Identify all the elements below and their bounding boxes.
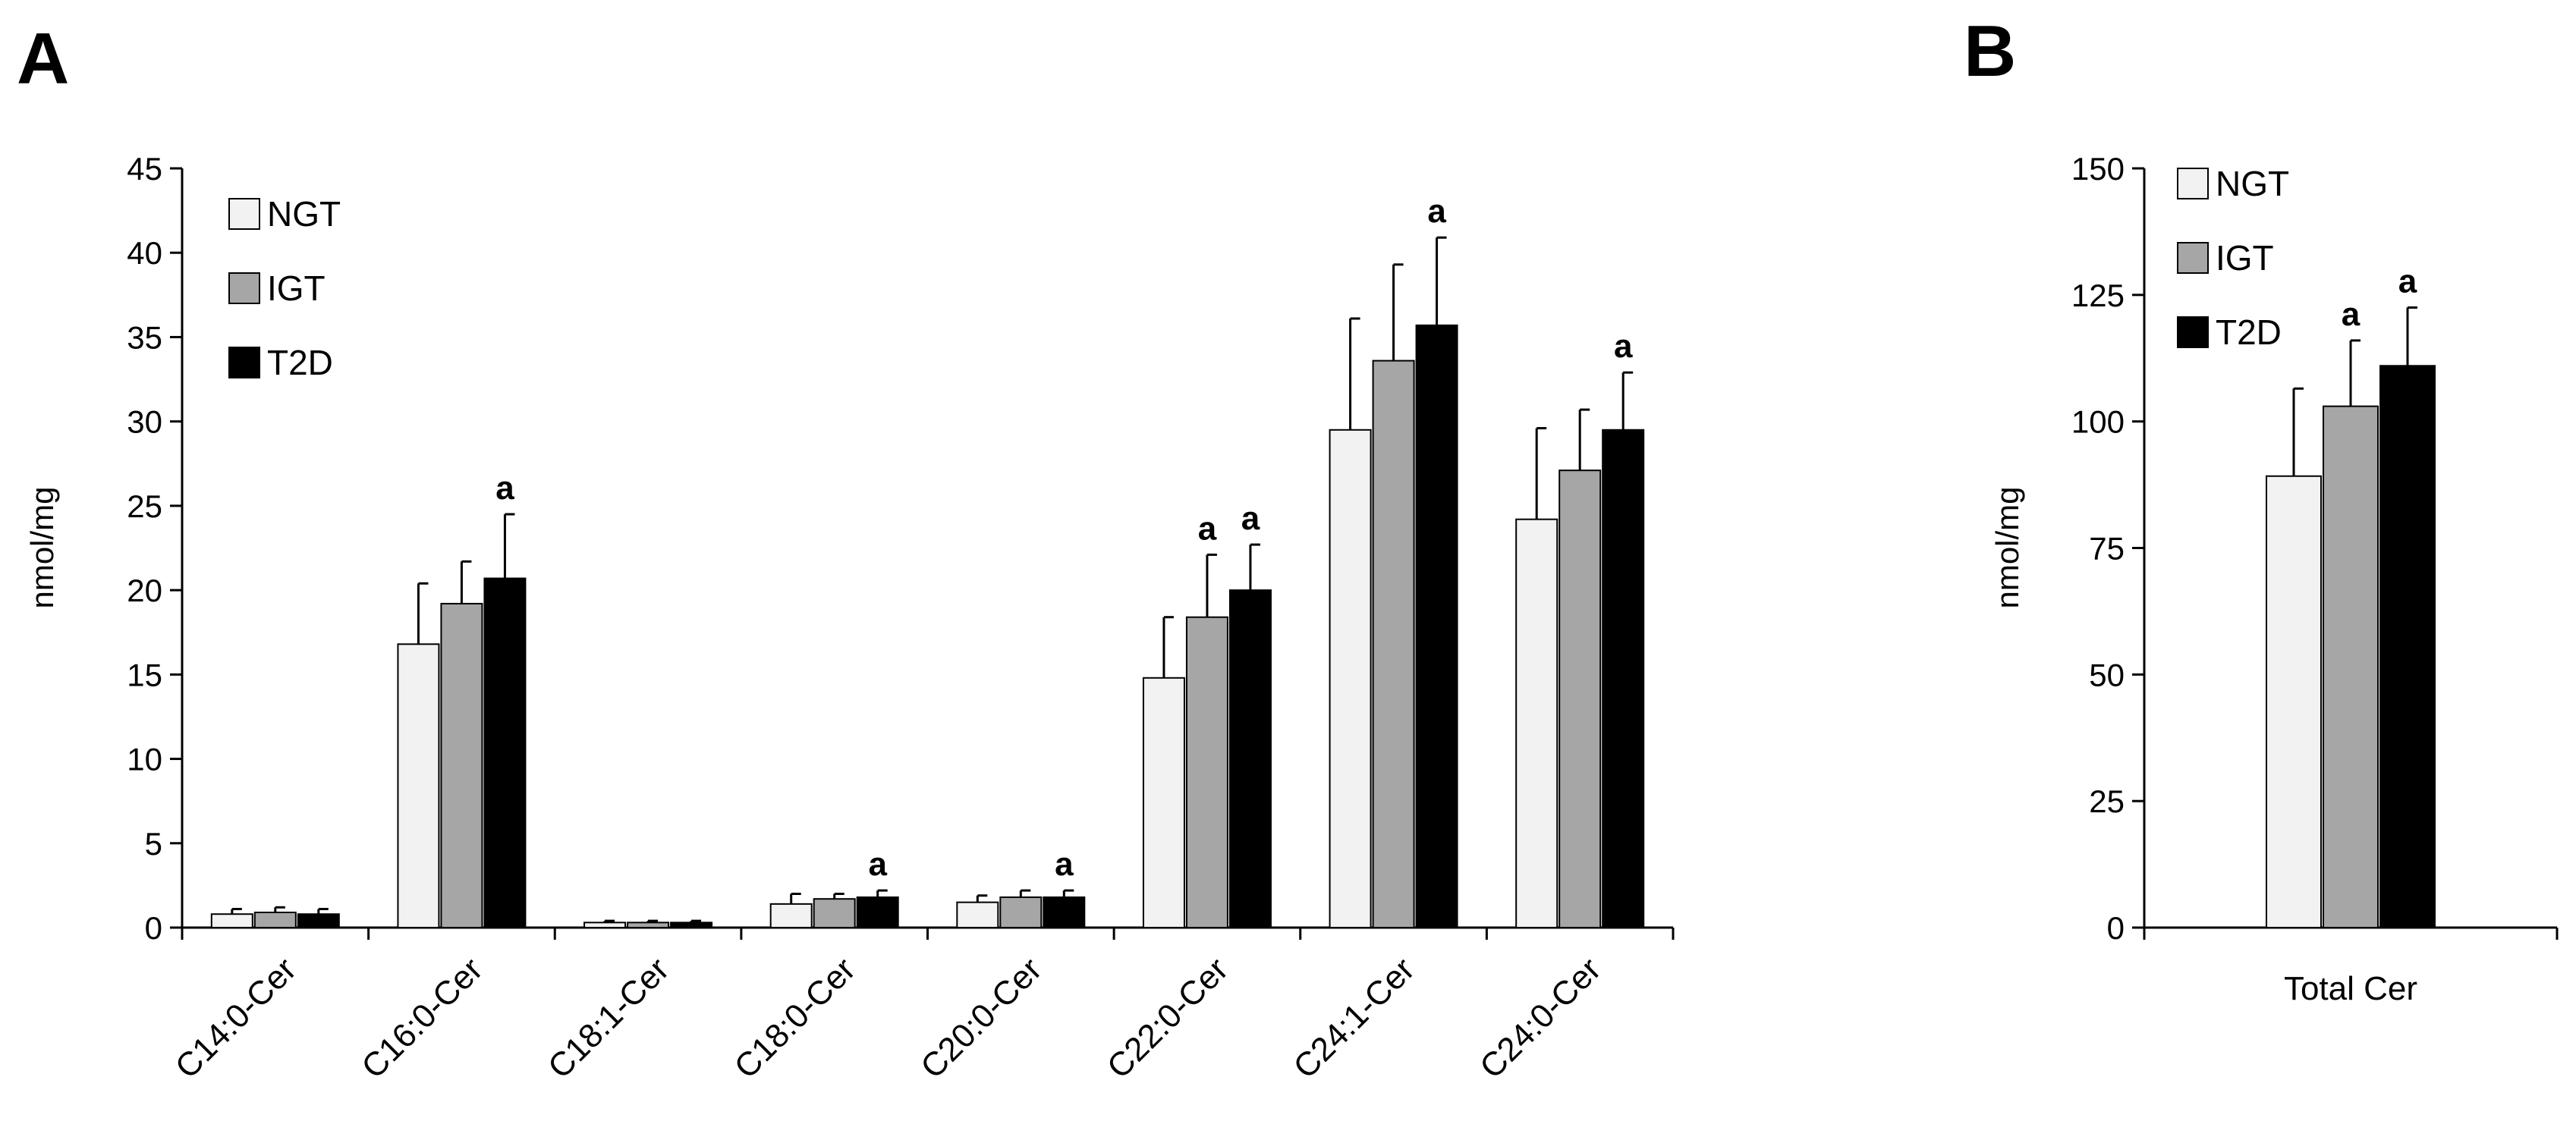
chart-a-significance-label: a <box>868 846 887 883</box>
chart-a-y-tick-label: 5 <box>145 826 162 862</box>
chart-a-bar-t2d <box>1602 429 1645 928</box>
chart-a-bar-igt <box>1185 616 1228 928</box>
chart-b-legend-swatch-t2d <box>2177 316 2209 348</box>
chart-b-y-tick-label: 100 <box>2071 404 2125 440</box>
chart-a-bar-ngt <box>956 901 999 928</box>
chart-a-significance-label: a <box>495 469 514 507</box>
chart-a-legend-label-t2d: T2D <box>267 343 333 382</box>
chart-b-legend-swatch-ngt <box>2177 168 2209 199</box>
chart-a-category-label: C16:0-Cer <box>354 950 489 1085</box>
chart-a-bar-t2d <box>1228 589 1272 928</box>
chart-a-bar-t2d <box>856 896 899 928</box>
chart-b-significance-label: a <box>2398 263 2417 300</box>
chart-b-y-tick-label: 25 <box>2089 783 2125 819</box>
chart-b-legend-swatch-igt <box>2177 242 2209 274</box>
chart-b-y-tick-label: 50 <box>2089 657 2125 692</box>
chart-a-legend-label-ngt: NGT <box>267 194 341 234</box>
chart-b-y-tick-label: 125 <box>2071 278 2125 313</box>
chart-a-significance-label: a <box>1198 510 1217 547</box>
chart-b-category-label: Total Cer <box>2284 970 2417 1007</box>
chart-a-category-label: C14:0-Cer <box>168 950 304 1085</box>
chart-a-y-tick-label: 15 <box>127 657 162 692</box>
chart-a-y-tick-label: 0 <box>145 910 162 946</box>
chart-a-bar-ngt <box>583 922 627 928</box>
chart-a-legend-swatch-t2d <box>228 347 260 378</box>
chart-a-y-axis-title: nmol/mg <box>24 486 60 608</box>
chart-a-bar-igt <box>253 911 297 928</box>
chart-a-category-label: C18:0-Cer <box>728 950 863 1085</box>
chart-a-legend-swatch-ngt <box>228 198 260 230</box>
panel-b-letter: B <box>1964 11 2016 92</box>
chart-b-bar-ngt <box>2266 475 2322 928</box>
chart-b: 0 25 50 75 100 125 150 aa Total Cer NGT IGT T2D <box>2071 151 2559 1007</box>
chart-a-legend-swatch-igt <box>228 272 260 304</box>
chart-a-bar-ngt <box>210 913 253 929</box>
chart-a-bar-igt <box>813 898 856 929</box>
chart-a-y-tick-label: 40 <box>127 235 162 271</box>
chart-a-bar-igt <box>999 896 1043 928</box>
chart-a-bar-igt <box>1558 469 1602 928</box>
chart-a-y-tick-label: 25 <box>127 488 162 524</box>
chart-a-bar-t2d <box>483 577 527 928</box>
chart-a-bar-ngt <box>1515 518 1558 928</box>
chart-a-category-label: C24:1-Cer <box>1286 950 1421 1085</box>
chart-a-bar-ngt <box>1142 677 1185 928</box>
chart-b-legend-label-ngt: NGT <box>2216 164 2289 203</box>
chart-a-bar-ngt <box>769 903 813 929</box>
chart-a-category-label: C18:1-Cer <box>541 950 676 1085</box>
chart-a-significance-label: a <box>1614 328 1633 365</box>
chart-a-y-tick-label: 10 <box>127 742 162 777</box>
chart-a-bar-igt <box>627 922 670 928</box>
chart-a: 0 5 10 15 20 25 30 35 40 45 C14:0-Cer a C16:0-Cer C18… <box>127 151 1675 1086</box>
chart-a-bar-t2d <box>670 922 713 928</box>
chart-a-bar-igt <box>440 602 483 928</box>
chart-a-bar-t2d <box>297 913 340 929</box>
chart-a-legend-label-igt: IGT <box>267 268 326 308</box>
chart-a-bar-ngt <box>397 643 440 928</box>
chart-b-bar-igt <box>2323 405 2379 928</box>
chart-a-bar-t2d <box>1415 324 1458 928</box>
chart-a-y-tick-label: 35 <box>127 319 162 355</box>
chart-a-bar-igt <box>1372 360 1415 928</box>
chart-a-y-tick-label: 30 <box>127 404 162 440</box>
chart-a-significance-label: a <box>1241 500 1260 537</box>
chart-a-significance-label: a <box>1055 846 1074 883</box>
chart-b-y-tick-label: 150 <box>2071 151 2125 187</box>
chart-a-category-label: C24:0-Cer <box>1473 950 1608 1085</box>
chart-a-category-label: C20:0-Cer <box>914 950 1049 1085</box>
chart-b-y-tick-label: 0 <box>2107 910 2125 946</box>
chart-b-significance-label: a <box>2342 296 2361 333</box>
chart-a-category-label: C22:0-Cer <box>1100 950 1235 1085</box>
chart-a-significance-label: a <box>1427 193 1446 230</box>
chart-b-legend-label-t2d: T2D <box>2216 312 2282 352</box>
chart-b-y-axis-title: nmol/mg <box>1989 486 2025 608</box>
chart-a-y-tick-label: 20 <box>127 573 162 608</box>
chart-a-bar-t2d <box>1043 896 1086 928</box>
chart-a-bar-ngt <box>1329 429 1372 928</box>
chart-b-bar-t2d <box>2379 365 2436 928</box>
chart-a-y-tick-label: 45 <box>127 151 162 187</box>
chart-b-legend-label-igt: IGT <box>2216 238 2274 278</box>
chart-b-y-tick-label: 75 <box>2089 531 2125 567</box>
panel-a-letter: A <box>17 18 69 99</box>
